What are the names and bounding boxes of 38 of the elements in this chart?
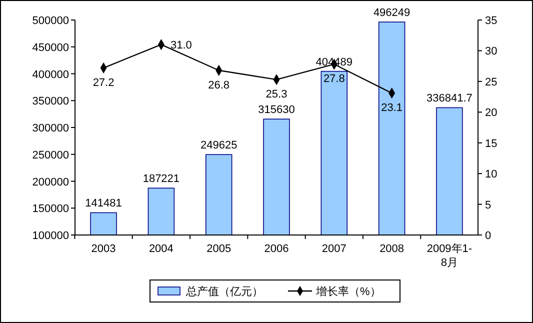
x-tick-label: 2005 <box>206 243 232 255</box>
data-label: 187221 <box>142 173 180 186</box>
legend-label: 增长率（%） <box>315 285 381 298</box>
y-tick-label: 300000 <box>32 122 69 134</box>
y2-tick-label: 10 <box>485 168 498 181</box>
data-label: 336841.7 <box>426 92 472 105</box>
y-tick-label: 150000 <box>32 203 69 216</box>
y2-tick-label: 5 <box>485 199 492 212</box>
x-tick-label: 2003 <box>91 243 116 255</box>
y-tick-label: 200000 <box>32 176 69 188</box>
x-tick-label: 2007 <box>322 243 346 255</box>
x-tick-label: 2006 <box>264 243 289 255</box>
data-label: 315630 <box>258 104 295 116</box>
data-label: 496249 <box>373 7 410 20</box>
y-tick-label: 350000 <box>32 96 69 108</box>
y2-tick-label: 25 <box>485 76 498 88</box>
y2-tick-label: 0 <box>485 230 492 242</box>
data-label: 141481 <box>85 198 122 210</box>
data-label: 23.1 <box>381 102 403 114</box>
data-label: 27.2 <box>92 76 114 89</box>
x-tick-label: 2004 <box>148 243 174 255</box>
data-label: 31.0 <box>170 40 192 52</box>
data-label: 27.8 <box>323 73 345 86</box>
legend-label: 总产值（亿元） <box>185 285 263 298</box>
y2-tick-label: 15 <box>485 138 498 150</box>
data-label: 25.3 <box>266 88 288 101</box>
x-tick-label: 2008 <box>380 243 404 255</box>
y-tick-label: 450000 <box>32 42 69 54</box>
y2-tick-label: 30 <box>485 46 498 58</box>
data-label: 26.8 <box>208 79 230 92</box>
y-tick-label: 100000 <box>32 230 69 242</box>
y2-tick-label: 35 <box>485 15 498 27</box>
data-label: 249625 <box>200 140 238 152</box>
y-tick-label: 500000 <box>32 15 69 27</box>
x-tick-label: 2009年1-8月 <box>426 243 472 269</box>
y2-tick-label: 20 <box>485 107 498 120</box>
y-tick-label: 250000 <box>32 149 69 162</box>
y-tick-label: 400000 <box>32 68 69 81</box>
